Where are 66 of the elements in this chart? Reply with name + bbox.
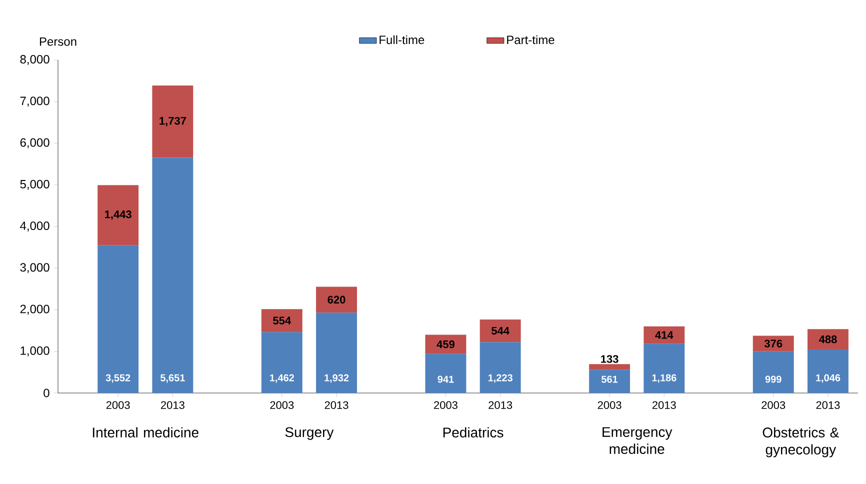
text: Obstetrics & gynecology — [762, 427, 839, 458]
bar — [425, 354, 466, 393]
data-label: 376 — [764, 340, 782, 348]
bar — [644, 344, 685, 393]
y-tick-label: 1,000 — [20, 346, 50, 356]
y-tick-label: 7,000 — [20, 96, 50, 107]
y-tick-label: 5,000 — [20, 180, 50, 190]
data-label: 488 — [818, 335, 837, 344]
y-tick-label: 8,000 — [20, 55, 50, 65]
data-label: 561 — [602, 376, 618, 383]
x-tick-label: 2013 — [488, 401, 512, 409]
data-label: 414 — [655, 331, 674, 339]
bar — [480, 342, 521, 393]
legend-label: Part-time — [507, 35, 554, 44]
x-tick-label: 2003 — [434, 401, 458, 409]
data-label: 1,223 — [488, 374, 512, 383]
bar — [480, 319, 521, 342]
bar — [808, 349, 848, 393]
x-tick-label: 2013 — [816, 401, 840, 409]
x-tick-label: 2013 — [324, 401, 348, 409]
data-label: 1,462 — [270, 374, 294, 383]
bar — [261, 332, 302, 393]
text: Pediatrics — [443, 427, 504, 438]
data-label: 620 — [328, 296, 346, 304]
x-tick-label: 2013 — [160, 401, 184, 409]
data-label: 1,046 — [816, 374, 840, 383]
data-label: 459 — [436, 340, 454, 348]
text: Emergency medicine — [602, 427, 672, 454]
data-label: 1,932 — [324, 374, 349, 383]
data-label: 1,186 — [652, 374, 676, 383]
y-tick-label: 0 — [44, 388, 50, 398]
text: Surgery — [285, 427, 334, 440]
bar — [752, 351, 794, 393]
y-tick-label: 4,000 — [20, 222, 50, 232]
x-tick-label: 2013 — [652, 401, 676, 409]
bar — [316, 312, 357, 393]
x-tick-label: 2003 — [598, 401, 622, 409]
x-tick-label: 2003 — [106, 401, 130, 409]
data-label: 3,552 — [106, 374, 130, 383]
x-tick-label: 2003 — [270, 401, 294, 409]
data-label: 1,443 — [105, 210, 132, 220]
legend-label: Full-time — [380, 35, 424, 44]
bar — [808, 329, 848, 350]
x-tick-label: 2003 — [762, 401, 786, 409]
y-axis-title: Person — [40, 37, 76, 46]
data-label: 5,651 — [160, 374, 185, 383]
data-label: 554 — [273, 316, 292, 324]
data-label: 1,737 — [160, 116, 186, 126]
y-tick-label: 2,000 — [20, 304, 50, 315]
data-label: 544 — [492, 326, 510, 335]
bar — [589, 370, 630, 393]
bar — [425, 334, 466, 354]
bar — [152, 158, 194, 393]
y-tick-label: 3,000 — [20, 263, 50, 274]
bar — [98, 185, 139, 246]
bar — [752, 336, 794, 352]
bar — [152, 85, 194, 158]
bar — [316, 286, 357, 313]
text: Internal medicine — [92, 427, 198, 438]
bar — [589, 364, 630, 370]
data-label: 133 — [601, 355, 618, 363]
bar — [261, 309, 302, 332]
data-label: 941 — [438, 376, 454, 383]
bar — [98, 245, 139, 393]
data-label: 999 — [765, 376, 782, 383]
y-tick-label: 6,000 — [20, 138, 50, 148]
